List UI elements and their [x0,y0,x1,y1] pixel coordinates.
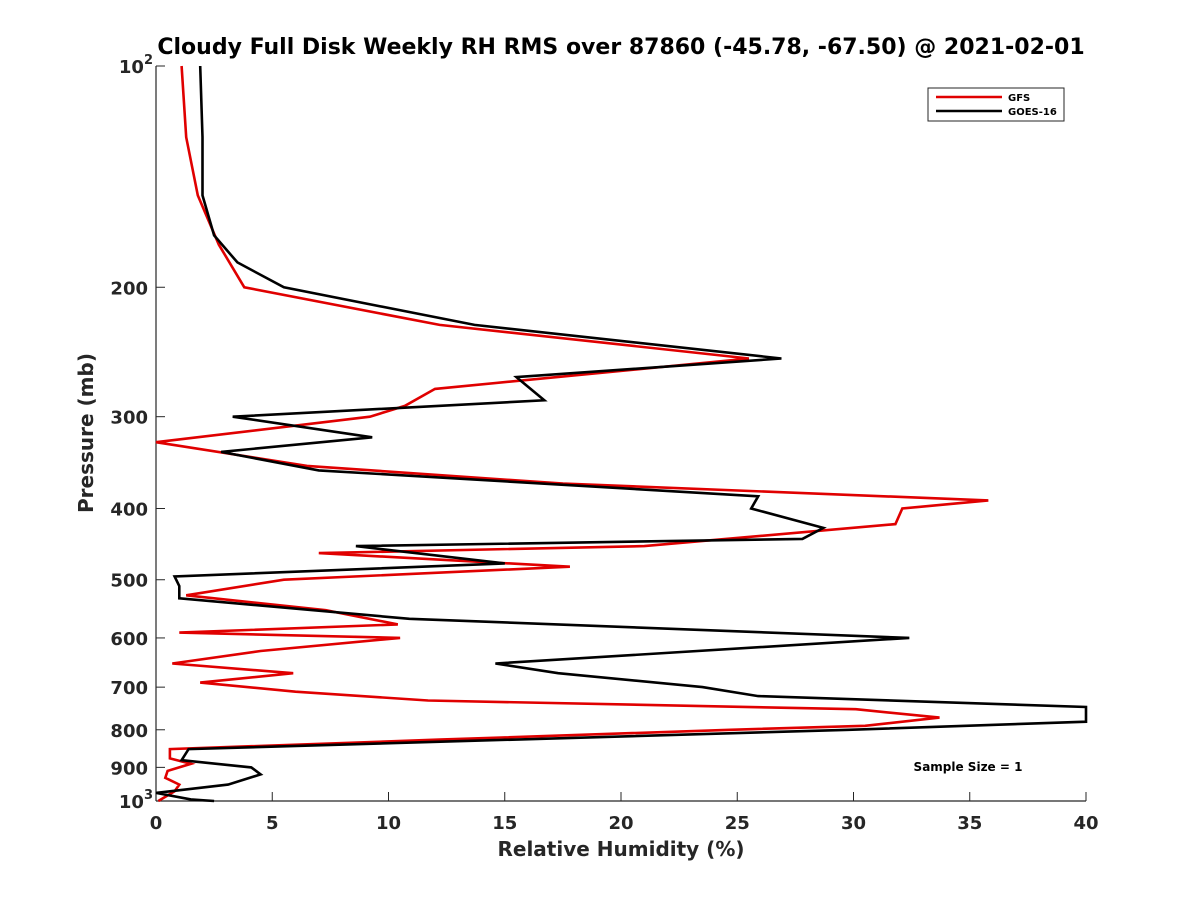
sample-size-annotation: Sample Size = 1 [914,760,1023,774]
legend-box [927,87,1065,122]
x-tick-label: 40 [1073,813,1098,834]
y-tick-label: 103 [119,788,153,813]
x-axis-label: Relative Humidity (%) [497,837,744,861]
y-tick-label: 300 [110,408,148,429]
x-axis-ticks: 0 5 10 15 20 25 30 35 40 [150,792,1099,834]
legend: GFS GOES-16 [927,87,1065,122]
y-tick-label: 800 [110,721,148,742]
x-tick-label: 20 [608,813,633,834]
x-tick-label: 30 [841,813,866,834]
y-tick-label: 500 [110,571,148,592]
y-tick-label: 400 [110,500,148,521]
y-axis-ticks: 102 200 300 400 500 600 700 800 900 103 [110,53,165,813]
series-lines [155,65,1088,803]
x-tick-label: 0 [150,813,163,834]
y-tick-label: 900 [110,758,148,779]
chart-title: Cloudy Full Disk Weekly RH RMS over 8786… [157,35,1084,60]
y-tick-label: 200 [110,278,148,299]
x-tick-label: 35 [957,813,982,834]
x-tick-label: 5 [266,813,279,834]
x-tick-label: 10 [376,813,401,834]
y-axis-label: Pressure (mb) [74,353,98,513]
x-tick-label: 15 [492,813,517,834]
x-tick-label: 25 [725,813,750,834]
legend-label: GFS [1008,93,1030,104]
legend-label: GOES-16 [1008,107,1057,118]
series-line-goes-16 [155,65,1088,803]
y-tick-label: 700 [110,678,148,699]
y-tick-label: 600 [110,629,148,650]
y-tick-label: 102 [119,53,153,78]
